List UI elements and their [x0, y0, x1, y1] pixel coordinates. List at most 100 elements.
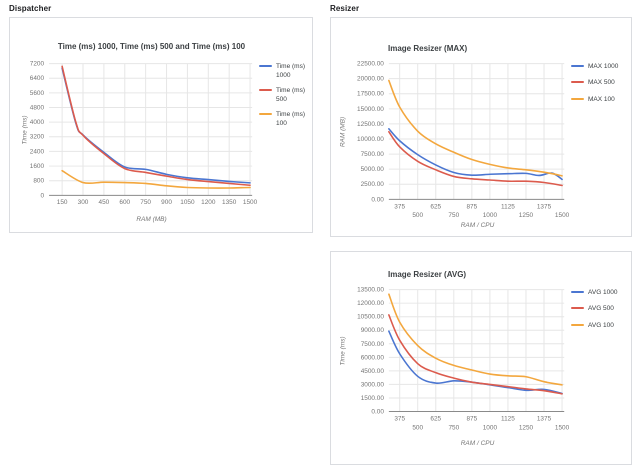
chart-legend: Time (ms) 1000 Time (ms) 500 Time (ms) 100	[259, 62, 317, 134]
legend-swatch	[571, 97, 584, 100]
x-tick-label: 1500	[555, 212, 570, 219]
y-tick-label: 4800	[30, 104, 45, 111]
y-tick-label: 6000.00	[361, 354, 385, 361]
x-tick-label: 150	[57, 199, 68, 206]
y-tick-label: 9000.00	[361, 327, 385, 334]
x-tick-label: 300	[78, 199, 89, 206]
series-line	[388, 130, 563, 187]
series-line	[388, 293, 563, 386]
resizer-avg-chart-canvas[interactable]: 0.00 1500.00 3000.00 4500.00 6000.00 7500.00 9…	[331, 252, 631, 464]
x-tick-label: 375	[394, 203, 405, 210]
chart-legend: MAX 1000 MAX 500 MAX 100	[571, 62, 618, 111]
resizer-max-chart-canvas[interactable]: 0.00 2500.00 5000.00 7500.00 10000.00 12500.0…	[331, 18, 631, 236]
y-tick-label: 12500.00	[357, 121, 384, 128]
y-tick-label: 800	[33, 178, 44, 185]
x-tick-label: 750	[448, 212, 459, 219]
y-axis-title: RAM (MB)	[339, 116, 347, 148]
legend-swatch	[571, 307, 584, 310]
x-tick-label: 625	[430, 203, 441, 210]
resizer-max-chart-panel: 0.00 2500.00 5000.00 7500.00 10000.00 12500.0…	[330, 17, 632, 237]
legend-item: MAX 500	[571, 78, 618, 87]
x-tick-label: 1125	[501, 203, 515, 210]
y-tick-label: 2400	[30, 148, 45, 155]
y-tick-label: 7200	[30, 61, 45, 68]
legend-swatch	[571, 323, 584, 326]
y-tick-label: 17500.00	[357, 91, 384, 98]
y-tick-label: 7500.00	[361, 151, 385, 158]
x-tick-label: 1250	[519, 424, 534, 431]
x-tick-label: 625	[430, 415, 441, 422]
y-tick-label: 7500.00	[361, 341, 385, 348]
x-tick-label: 500	[412, 212, 423, 219]
x-tick-label: 1500	[243, 199, 258, 206]
legend-swatch	[259, 88, 272, 91]
legend-swatch	[571, 65, 584, 67]
x-tick-label: 900	[161, 199, 172, 206]
x-tick-label: 750	[140, 199, 151, 206]
y-tick-label: 10000.00	[357, 136, 384, 143]
legend-label: Time (ms) 1000	[276, 63, 306, 80]
legend-swatch	[259, 112, 272, 115]
series-line	[61, 65, 251, 187]
x-tick-label: 1200	[201, 199, 216, 206]
x-tick-label: 750	[448, 424, 459, 431]
y-tick-label: 6400	[30, 75, 45, 82]
legend-item: AVG 100	[571, 321, 618, 330]
legend-label: AVG 1000	[588, 289, 618, 296]
y-tick-label: 0.00	[371, 196, 384, 203]
legend-swatch	[571, 81, 584, 84]
legend-item: AVG 1000	[571, 288, 618, 297]
y-tick-label: 22500.00	[357, 61, 384, 68]
chart-title: Image Resizer (MAX)	[388, 44, 468, 53]
y-tick-label: 20000.00	[357, 76, 384, 83]
x-tick-label: 1350	[222, 199, 237, 206]
resizer-avg-chart-panel: 0.00 1500.00 3000.00 4500.00 6000.00 7500.00 9…	[330, 251, 632, 465]
legend-item: Time (ms) 100	[259, 110, 317, 129]
legend-item: MAX 1000	[571, 62, 618, 71]
y-tick-label: 5600	[30, 90, 45, 97]
y-tick-label: 1500.00	[361, 395, 385, 402]
x-axis-title: RAM (MB)	[136, 216, 167, 223]
x-tick-label: 1050	[180, 199, 195, 206]
legend-item: AVG 500	[571, 304, 618, 313]
y-tick-label: 3000.00	[361, 381, 385, 388]
y-tick-label: 13500.00	[357, 287, 384, 294]
x-tick-label: 1500	[555, 424, 570, 431]
legend-label: Time (ms) 100	[276, 110, 306, 128]
section-header-resizer: Resizer	[330, 4, 360, 13]
x-tick-label: 1000	[483, 424, 498, 431]
chart-title: Time (ms) 1000, Time (ms) 500 and Time (…	[57, 42, 246, 51]
series-line	[388, 314, 563, 395]
x-tick-label: 500	[412, 424, 423, 431]
x-tick-label: 450	[99, 199, 110, 206]
x-tick-label: 875	[466, 415, 477, 422]
y-tick-label: 0.00	[371, 408, 384, 415]
series-line	[388, 79, 563, 177]
y-axis-title: Time (ms)	[339, 336, 347, 366]
dispatcher-chart-canvas[interactable]: 0 800 1600 2400 3200 4000 4800 5600 6400 7200 150 3…	[10, 18, 312, 232]
series-line	[388, 127, 563, 181]
legend-label: MAX 100	[588, 95, 615, 103]
x-tick-label: 1000	[483, 212, 498, 219]
y-tick-label: 10500.00	[357, 314, 384, 321]
legend-swatch	[259, 65, 272, 67]
chart-legend: AVG 1000 AVG 500 AVG 100	[571, 288, 618, 337]
y-tick-label: 4000	[30, 119, 45, 126]
y-tick-label: 12000.00	[357, 300, 384, 307]
section-header-dispatcher: Dispatcher	[9, 4, 52, 13]
x-tick-label: 1125	[501, 415, 515, 422]
x-axis-title: RAM / CPU	[460, 222, 495, 229]
x-tick-label: 1250	[519, 212, 534, 219]
legend-label: Time (ms) 500	[276, 86, 306, 104]
legend-item: MAX 100	[571, 95, 618, 104]
chart-title: Image Resizer (AVG)	[388, 270, 467, 279]
x-tick-label: 1375	[537, 203, 552, 210]
x-tick-label: 375	[394, 415, 405, 422]
legend-label: MAX 500	[588, 79, 615, 87]
y-tick-label: 5000.00	[361, 166, 385, 173]
y-tick-label: 15000.00	[357, 106, 384, 113]
series-line	[61, 169, 251, 189]
y-tick-label: 0	[41, 192, 45, 199]
x-tick-label: 875	[466, 203, 477, 210]
